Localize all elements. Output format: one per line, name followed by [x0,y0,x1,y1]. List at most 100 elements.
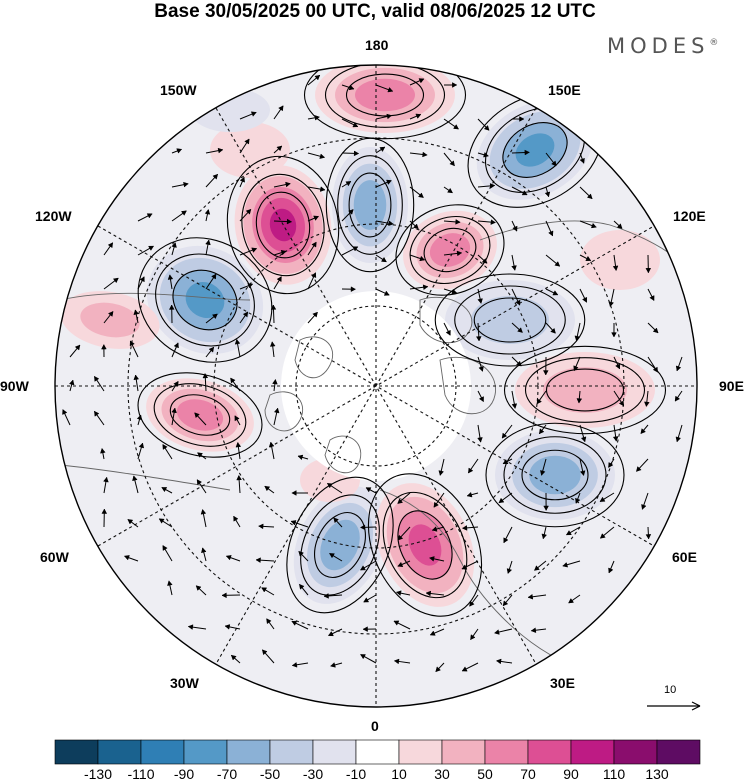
arrowhead-icon [515,299,521,306]
arrowhead-icon [212,173,219,180]
arrowhead-icon [386,113,393,120]
streamline [434,273,586,367]
arrowhead-icon [133,374,140,381]
arrowhead-icon [101,508,108,514]
arrowhead-icon [272,378,278,385]
arrowhead-icon [431,526,438,532]
arrowhead-icon [299,583,305,590]
arrowhead-icon [568,598,575,604]
arrowhead-icon [352,246,359,252]
arrowhead-icon [278,105,284,112]
arrowhead-icon [347,209,354,215]
anomaly-contour [471,296,549,344]
arrowhead-icon [466,491,473,498]
arrowhead-icon [201,547,207,554]
arrowhead-icon [503,537,509,544]
arrowhead-icon [455,219,461,225]
arrowhead-icon [413,223,419,230]
arrowhead-icon [573,365,579,372]
streamline [137,372,263,458]
streamline [503,436,607,514]
arrowhead-icon [273,407,280,414]
modes-logo: MODES® [607,34,718,58]
streamline [485,422,625,528]
arrowhead-icon [550,327,556,334]
arrowhead-icon [211,313,218,320]
arrowhead-icon [477,298,483,304]
lon-label-150w: 150W [160,82,197,98]
arrowhead-icon [360,524,366,531]
arrowhead-icon [250,111,257,117]
anomaly-contour [543,367,627,413]
map-border [54,64,698,708]
arrowhead-icon [363,597,370,603]
arrowhead-icon [62,409,68,415]
arrowhead-icon [551,160,557,167]
arrowhead-icon [451,288,458,295]
arrowhead-icon [204,209,211,215]
anomaly-contour [580,230,660,290]
colorbar-segment [312,739,357,765]
arrowhead-icon [674,395,681,402]
arrowhead-icon [453,124,459,130]
arrowhead-icon [425,590,432,597]
arrowhead-icon [579,470,586,477]
arrowhead-icon [217,147,224,154]
arrowhead-icon [544,191,551,198]
anomaly-contour [429,233,471,267]
streamline [300,494,380,596]
colorbar-tick-label: 70 [520,766,536,782]
arrowhead-icon [247,283,254,289]
colorbar-segment [441,739,486,765]
streamlines [137,65,667,617]
arrowhead-icon [132,475,138,482]
anomaly-contour [185,281,225,319]
colorbar-segment [656,739,701,765]
arrowhead-icon [242,311,249,318]
arrowhead-icon [383,290,390,296]
lon-label-150e: 150E [548,82,581,98]
arrowhead-icon [452,82,458,88]
arrowhead-icon [495,658,502,665]
arrowhead-icon [280,249,287,256]
arrowhead-icon [494,629,500,635]
colorbar-segment [613,739,658,765]
arrowhead-icon [136,414,143,421]
streamline [226,155,340,295]
streamline [423,227,477,273]
arrowhead-icon [397,561,404,568]
arrowhead-icon [276,145,283,152]
colorbar-tick-label: -130 [83,766,113,782]
streamline [409,216,491,284]
streamline [324,65,446,128]
arrowhead-icon [313,215,320,221]
streamline [473,297,547,343]
arrowhead-icon [640,428,646,434]
arrowhead-icon [251,247,258,253]
arrowhead-icon [319,186,326,192]
arrowhead-icon [314,74,321,81]
lon-label-120e: 120E [673,208,706,224]
arrowhead-icon [542,370,549,376]
lon-label-30e: 30E [550,675,575,691]
arrowhead-icon [517,327,523,333]
arrowhead-icon [326,483,333,489]
lon-label-60e: 60E [672,549,697,565]
arrowhead-icon [397,498,404,504]
arrowhead-icon [146,213,153,219]
arrowhead-icon [469,600,475,607]
arrowhead-icon [599,496,606,502]
streamline [395,204,505,296]
arrowhead-icon [490,219,496,225]
arrowhead-icon [196,479,203,486]
arrowhead-icon [261,587,268,593]
streamline [286,476,394,614]
lon-label-30w: 30W [170,675,199,691]
arrowhead-icon [264,485,271,492]
arrowhead-icon [608,567,614,574]
colorbar-segment [226,739,271,765]
arrowhead-icon [644,401,650,408]
anomaly-contour [80,302,140,338]
arrowhead-icon [327,631,334,637]
colorbar-segment [398,739,443,765]
